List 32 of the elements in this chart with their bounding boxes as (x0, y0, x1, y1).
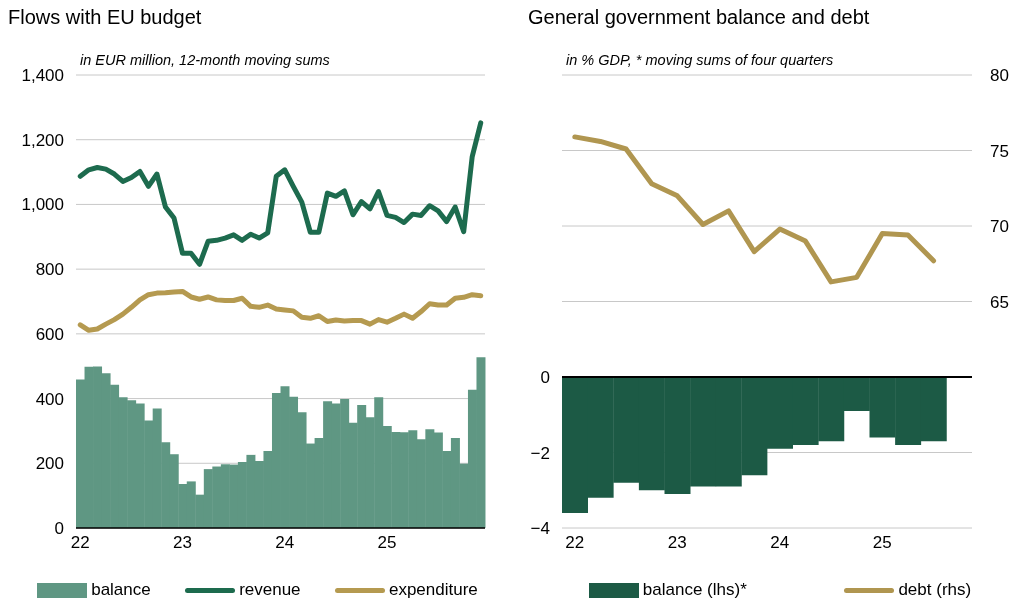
legend-label: balance (91, 580, 151, 600)
y-tick-label: 600 (35, 324, 64, 344)
y-tick-label: 400 (35, 389, 64, 409)
x-tick-label: 22 (70, 533, 90, 553)
x-tick-label: 24 (770, 533, 790, 553)
chart-subtitle: in % GDP, * moving sums of four quarters (566, 52, 834, 68)
x-tick-label: 25 (377, 533, 397, 553)
y2-tick-label: 70 (990, 217, 1009, 237)
y-tick-label: 800 (35, 260, 64, 280)
legend-label: debt (rhs) (898, 580, 972, 600)
legend-label: balance (lhs)* (642, 580, 747, 600)
x-tick-label: 23 (667, 533, 687, 553)
y-tick-label: 1,000 (21, 195, 64, 215)
y2-tick-label: 75 (990, 141, 1009, 161)
x-tick-label: 23 (173, 533, 192, 553)
y-tick-label: −2 (530, 443, 550, 463)
y-tick-label: 1,400 (21, 66, 64, 86)
y-tick-label: −4 (530, 519, 550, 539)
legend-label: revenue (239, 580, 301, 600)
chart-subtitle: in EUR million, 12-month moving sums (80, 52, 330, 68)
x-tick-label: 25 (872, 533, 892, 553)
chart-title: Flows with EU budget (8, 6, 202, 29)
x-tick-label: 22 (565, 533, 585, 553)
y2-tick-label: 65 (990, 292, 1009, 312)
y-tick-label: 1,200 (21, 130, 64, 150)
x-tick-label: 24 (275, 533, 295, 553)
y-tick-label: 0 (54, 519, 64, 539)
y-tick-label: 0 (540, 368, 550, 388)
y-tick-label: 200 (35, 454, 64, 474)
y2-tick-label: 80 (990, 66, 1009, 86)
legend-label: expenditure (388, 580, 478, 600)
chart-title: General government balance and debt (528, 6, 870, 29)
